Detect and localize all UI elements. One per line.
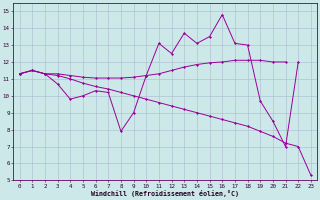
X-axis label: Windchill (Refroidissement éolien,°C): Windchill (Refroidissement éolien,°C) [91,190,239,197]
